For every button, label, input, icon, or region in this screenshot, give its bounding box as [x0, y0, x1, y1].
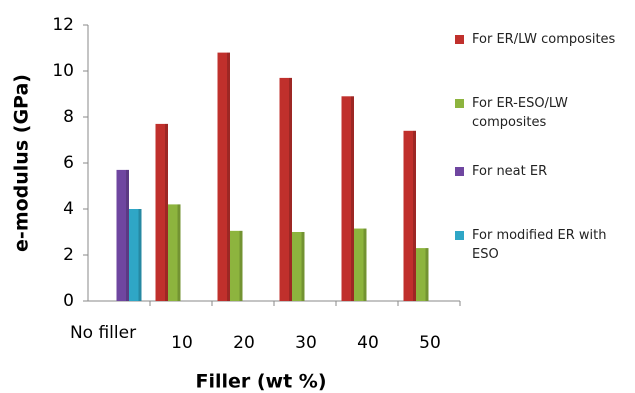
y-tick-label: 0 — [63, 291, 74, 311]
x-tick-label: 10 — [171, 333, 193, 353]
bar-shade — [351, 96, 354, 301]
bar-shade — [227, 52, 230, 301]
bar — [403, 130, 416, 301]
legend-label: For ER-ESO/LW composites — [472, 96, 568, 130]
legend-swatch — [455, 35, 464, 44]
legend-item: For ER-ESO/LW composites — [455, 94, 622, 132]
x-tick-label: 50 — [419, 333, 441, 353]
bar-shade — [301, 232, 305, 301]
legend-label: For modified ER with ESO — [472, 228, 607, 262]
y-tick-label: 10 — [52, 61, 74, 81]
bar — [217, 52, 230, 301]
legend-item: For modified ER with ESO — [455, 226, 622, 264]
y-tick-label: 8 — [63, 107, 74, 127]
bar-shade — [177, 204, 181, 301]
bar-shade — [165, 123, 168, 302]
y-tick-label: 4 — [63, 199, 74, 219]
bar-shade — [138, 209, 142, 301]
bar — [116, 169, 129, 301]
y-tick-label: 2 — [63, 245, 74, 265]
y-tick-label: 12 — [52, 15, 74, 35]
bar — [416, 248, 429, 301]
legend-swatch — [455, 231, 464, 240]
y-axis-title: e-modulus (GPa) — [11, 74, 33, 252]
bar — [279, 77, 292, 302]
x-tick-label: No filler — [70, 323, 136, 343]
legend-item: For neat ER — [455, 162, 622, 181]
x-tick-label: 40 — [357, 333, 379, 353]
x-axis-title: Filler (wt %) — [195, 371, 326, 393]
legend-item: For ER/LW composites — [455, 30, 622, 49]
bar-shade — [363, 228, 367, 301]
legend-swatch — [455, 167, 464, 176]
bar-shade — [126, 169, 129, 301]
legend-swatch — [455, 99, 464, 108]
legend-label: For ER/LW composites — [472, 32, 616, 47]
bar-shade — [239, 230, 243, 301]
bar — [354, 228, 367, 301]
bar-shade — [425, 248, 429, 301]
legend-label: For neat ER — [472, 164, 548, 179]
bar — [292, 232, 305, 301]
bar — [168, 204, 181, 301]
bar — [155, 123, 168, 302]
y-tick-label: 6 — [63, 153, 74, 173]
bar — [341, 96, 354, 301]
x-tick-label: 30 — [295, 333, 317, 353]
bar-shade — [289, 77, 292, 302]
x-tick-label: 20 — [233, 333, 255, 353]
bar — [129, 209, 142, 301]
bar-shade — [413, 130, 416, 301]
bar — [230, 230, 243, 301]
